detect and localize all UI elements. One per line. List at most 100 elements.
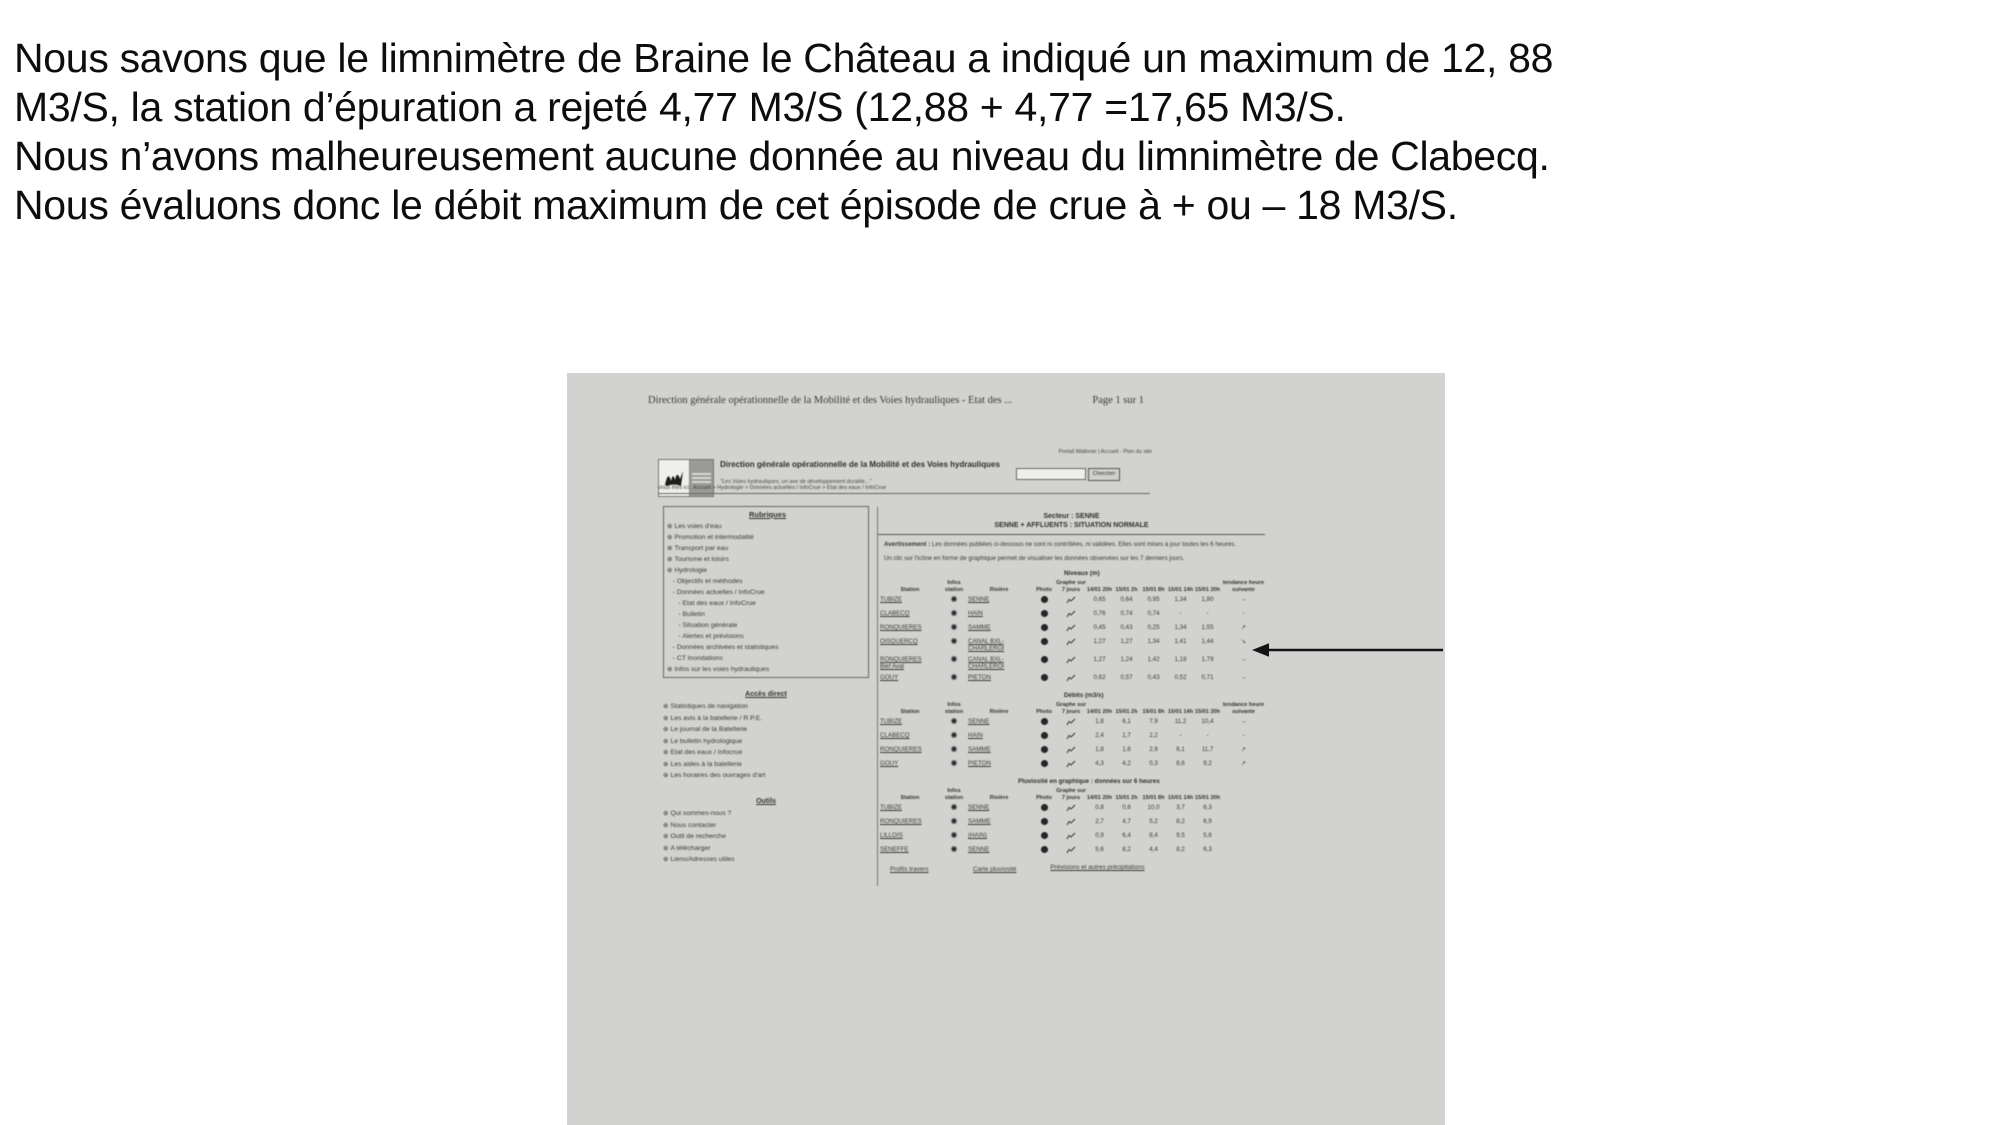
sidebar-menu-item[interactable]: - Données archivées et statistiques bbox=[667, 642, 868, 653]
station-cell[interactable]: RONQUIERES bbox=[880, 746, 922, 753]
sidebar-menu-item[interactable]: ⊕ Promotion et intermodalité bbox=[667, 532, 868, 543]
station-cell[interactable]: TUBIZE bbox=[880, 804, 903, 811]
breadcrumb[interactable]: Vous êtes ici : Accueil > Hydrologie > D… bbox=[658, 485, 1150, 494]
info-icon[interactable] bbox=[951, 760, 957, 766]
river-cell[interactable]: (HAIN) bbox=[968, 832, 987, 839]
graph-icon[interactable] bbox=[1066, 610, 1076, 618]
outils-item[interactable]: ⊕ Outil de recherche bbox=[663, 831, 869, 843]
sidebar-menu-item[interactable]: - Alertes et prévisions bbox=[667, 631, 868, 642]
graph-icon[interactable] bbox=[1066, 638, 1076, 646]
sidebar-menu-item[interactable]: ⊕ Infos sur les voies hydrauliques bbox=[667, 664, 868, 675]
info-icon[interactable] bbox=[951, 718, 957, 724]
info-icon[interactable] bbox=[951, 674, 957, 680]
river-cell[interactable]: CANAL BXL- CHARLEROI bbox=[968, 656, 1005, 670]
station-cell[interactable]: TUBIZE bbox=[880, 718, 903, 725]
station-cell[interactable]: RONQUIERES bbox=[880, 818, 922, 825]
photo-icon[interactable] bbox=[1040, 818, 1048, 825]
station-cell[interactable]: CLABECQ bbox=[880, 610, 910, 617]
station-cell[interactable]: RONQUIERES Bief Aval bbox=[880, 656, 922, 670]
info-icon[interactable] bbox=[951, 804, 957, 810]
graph-icon[interactable] bbox=[1066, 846, 1076, 854]
photo-icon[interactable] bbox=[1040, 846, 1048, 853]
info-icon[interactable] bbox=[951, 732, 957, 738]
photo-icon[interactable] bbox=[1040, 746, 1048, 753]
info-icon[interactable] bbox=[951, 832, 957, 838]
photo-icon[interactable] bbox=[1040, 804, 1048, 811]
acces-direct-item[interactable]: ⊕ Le bulletin hydrologique bbox=[663, 736, 869, 748]
river-cell[interactable]: SAMME bbox=[968, 624, 991, 631]
outils-item[interactable]: ⊕ Liens/Adresses utiles bbox=[663, 854, 869, 866]
graph-icon[interactable] bbox=[1066, 818, 1076, 826]
river-cell[interactable]: SENNE bbox=[968, 718, 990, 725]
info-icon[interactable] bbox=[951, 610, 957, 616]
info-icon[interactable] bbox=[951, 596, 957, 602]
sidebar-menu-item[interactable]: ⊕ Hydrologie bbox=[667, 565, 868, 576]
graph-icon[interactable] bbox=[1066, 718, 1076, 726]
river-cell[interactable]: SAMME bbox=[968, 746, 991, 753]
graph-icon[interactable] bbox=[1066, 732, 1076, 740]
station-cell[interactable]: CLABECQ bbox=[880, 732, 910, 739]
graph-icon[interactable] bbox=[1066, 596, 1076, 604]
station-cell[interactable]: RONQUIERES bbox=[880, 624, 922, 631]
acces-direct-item[interactable]: ⊕ Les horaires des ouvrages d'art bbox=[663, 770, 869, 782]
graph-icon[interactable] bbox=[1066, 746, 1076, 754]
station-cell[interactable]: SENEFFE bbox=[880, 846, 909, 853]
river-cell[interactable]: SENNE bbox=[968, 596, 990, 603]
river-cell[interactable]: HAIN bbox=[968, 732, 983, 739]
river-cell[interactable]: SAMME bbox=[968, 818, 991, 825]
station-cell[interactable]: LILLOIS bbox=[880, 832, 903, 839]
photo-icon[interactable] bbox=[1040, 596, 1048, 603]
photo-icon[interactable] bbox=[1040, 610, 1048, 617]
graph-icon[interactable] bbox=[1066, 760, 1076, 768]
photo-icon[interactable] bbox=[1040, 674, 1048, 681]
photo-icon[interactable] bbox=[1040, 638, 1048, 645]
graph-icon[interactable] bbox=[1066, 656, 1076, 664]
outils-item[interactable]: ⊕ Qui sommes-nous ? bbox=[663, 808, 869, 820]
station-cell[interactable]: GOUY bbox=[880, 760, 899, 767]
info-icon[interactable] bbox=[951, 746, 957, 752]
station-cell[interactable]: GOUY bbox=[880, 674, 899, 681]
photo-icon[interactable] bbox=[1040, 760, 1048, 767]
sidebar-menu-item[interactable]: - Bulletin bbox=[667, 609, 868, 620]
sidebar-menu-item[interactable]: - CT Inondations bbox=[667, 653, 868, 664]
river-cell[interactable]: PIETON bbox=[968, 674, 991, 681]
station-cell[interactable]: TUBIZE bbox=[880, 596, 903, 603]
acces-direct-item[interactable]: ⊕ Le journal de la Batellerie bbox=[663, 724, 869, 736]
graph-icon[interactable] bbox=[1066, 624, 1076, 632]
sidebar-menu-item[interactable]: ⊕ Tourisme et loisirs bbox=[667, 554, 868, 565]
footer-link[interactable]: Prévisions et autres précipitations bbox=[1050, 864, 1145, 871]
acces-direct-item[interactable]: ⊕ Statistiques de navigation bbox=[663, 701, 869, 713]
portal-top-links[interactable]: Portail Wallonie | Accueil - Plan du sit… bbox=[1058, 449, 1152, 455]
river-cell[interactable]: SENNE bbox=[968, 846, 990, 853]
photo-icon[interactable] bbox=[1040, 832, 1048, 839]
footer-link[interactable]: Profils travers bbox=[890, 866, 929, 873]
acces-direct-item[interactable]: ⊕ Les avis à la batellerie / R.P.E. bbox=[663, 713, 869, 725]
graph-icon[interactable] bbox=[1066, 674, 1076, 682]
search-button[interactable]: Chercher bbox=[1088, 468, 1120, 481]
info-icon[interactable] bbox=[951, 638, 957, 644]
river-cell[interactable]: SENNE bbox=[968, 804, 990, 811]
river-cell[interactable]: CANAL BXL- CHARLEROI bbox=[968, 638, 1005, 652]
photo-icon[interactable] bbox=[1040, 732, 1048, 739]
station-cell[interactable]: OISQUERCQ bbox=[880, 638, 918, 645]
photo-icon[interactable] bbox=[1040, 718, 1048, 725]
photo-icon[interactable] bbox=[1040, 656, 1048, 663]
photo-icon[interactable] bbox=[1040, 624, 1048, 631]
river-cell[interactable]: HAIN bbox=[968, 610, 983, 617]
search-input[interactable] bbox=[1016, 468, 1086, 480]
info-icon[interactable] bbox=[951, 656, 957, 662]
info-icon[interactable] bbox=[951, 818, 957, 824]
outils-item[interactable]: ⊕ Nous contacter bbox=[663, 820, 869, 832]
river-cell[interactable]: PIETON bbox=[968, 760, 991, 767]
outils-item[interactable]: ⊕ A télécharger bbox=[663, 843, 869, 855]
acces-direct-item[interactable]: ⊕ Etat des eaux / Infocrue bbox=[663, 747, 869, 759]
info-icon[interactable] bbox=[951, 624, 957, 630]
sidebar-menu-item[interactable]: ⊕ Transport par eau bbox=[667, 543, 868, 554]
sidebar-menu-item[interactable]: - Etat des eaux / InfoCrue bbox=[667, 598, 868, 609]
sidebar-menu-item[interactable]: ⊕ Les voies d'eau bbox=[667, 521, 868, 532]
footer-link[interactable]: Carte pluviosité bbox=[973, 866, 1017, 873]
sidebar-menu-item[interactable]: - Situation générale bbox=[667, 620, 868, 631]
graph-icon[interactable] bbox=[1066, 832, 1076, 840]
acces-direct-item[interactable]: ⊕ Les aides à la batellerie bbox=[663, 759, 869, 771]
sidebar-menu-item[interactable]: - Données actuelles / InfoCrue bbox=[667, 587, 868, 598]
